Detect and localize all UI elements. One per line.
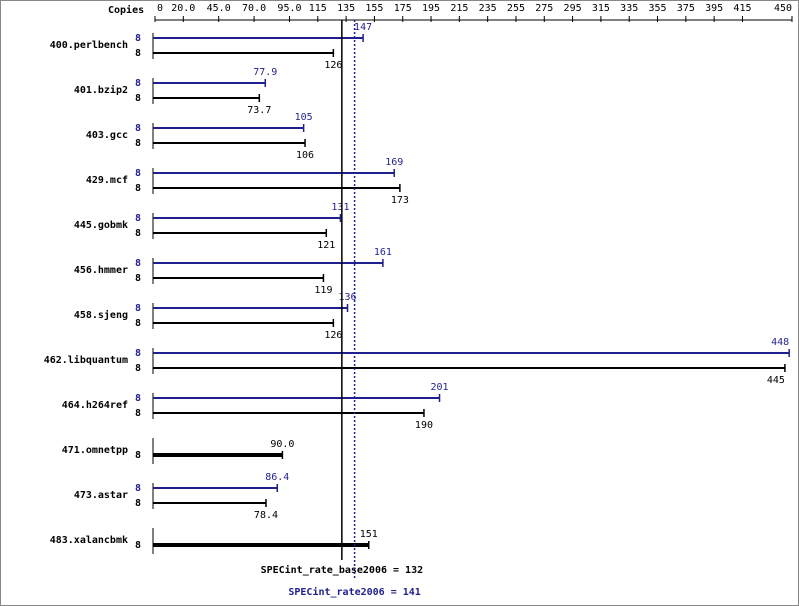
copies-label: 8 <box>135 540 141 551</box>
value-label: 77.9 <box>253 67 277 78</box>
category-label: 473.astar <box>74 490 128 501</box>
value-label: 119 <box>314 285 332 296</box>
value-label: 190 <box>415 420 433 431</box>
copies-label: 8 <box>135 498 141 509</box>
value-label: 136 <box>338 292 356 303</box>
category-label: 403.gcc <box>86 130 128 141</box>
x-tick-label: 45.0 <box>207 3 231 14</box>
x-tick-label: 175 <box>394 3 412 14</box>
reference-label: SPECint_rate_base2006 = 132 <box>261 564 424 576</box>
copies-label: 8 <box>135 303 141 314</box>
value-label: 86.4 <box>265 472 289 483</box>
copies-label: 8 <box>135 168 141 179</box>
x-tick-label: 70.0 <box>242 3 266 14</box>
category-label: 456.hmmer <box>74 265 128 276</box>
category-label: 483.xalancbmk <box>50 535 128 546</box>
copies-label: 8 <box>135 93 141 104</box>
copies-label: 8 <box>135 213 141 224</box>
value-label: 169 <box>385 157 403 168</box>
value-label: 106 <box>296 150 314 161</box>
category-label: 445.gobmk <box>74 220 128 231</box>
x-tick-label: 20.0 <box>171 3 195 14</box>
category-label: 471.omnetpp <box>62 445 128 456</box>
category-label: 464.h264ref <box>62 400 128 411</box>
category-label: 458.sjeng <box>74 309 128 321</box>
x-tick-label: 395 <box>705 3 723 14</box>
x-tick-label: 0 <box>157 3 163 14</box>
x-tick-label: 135 <box>337 3 355 14</box>
x-tick-label: 375 <box>677 3 695 14</box>
value-label: 105 <box>295 112 313 123</box>
value-label: 173 <box>391 195 409 206</box>
copies-label: 8 <box>135 183 141 194</box>
value-label: 78.4 <box>254 510 278 521</box>
copies-label: 8 <box>135 123 141 134</box>
category-label: 462.libquantum <box>44 354 128 366</box>
x-tick-label: 295 <box>564 3 582 14</box>
value-label: 73.7 <box>247 105 271 116</box>
copies-label: 8 <box>135 48 141 59</box>
copies-label: 8 <box>135 318 141 329</box>
copies-label: 8 <box>135 393 141 404</box>
value-label: 201 <box>430 382 448 393</box>
value-label: 126 <box>324 60 342 71</box>
x-tick-label: 355 <box>648 3 666 14</box>
x-tick-label: 115 <box>309 3 327 14</box>
value-label: 131 <box>331 202 349 213</box>
x-tick-label: 315 <box>592 3 610 14</box>
copies-label: 8 <box>135 450 141 461</box>
x-tick-label: 450 <box>774 3 792 14</box>
copies-label: 8 <box>135 228 141 239</box>
value-label: 448 <box>771 337 789 348</box>
value-label: 445 <box>767 375 785 386</box>
category-label: 429.mcf <box>86 175 128 186</box>
x-tick-label: 215 <box>450 3 468 14</box>
copies-label: 8 <box>135 363 141 374</box>
copies-label: 8 <box>135 483 141 494</box>
copies-label: 8 <box>135 78 141 89</box>
value-label: 121 <box>317 240 335 251</box>
value-label: 90.0 <box>270 439 294 450</box>
x-tick-label: 255 <box>507 3 525 14</box>
x-tick-label: 275 <box>535 3 553 14</box>
x-tick-label: 415 <box>733 3 751 14</box>
axis-label: Copies <box>108 4 144 16</box>
category-label: 401.bzip2 <box>74 84 128 96</box>
x-tick-label: 335 <box>620 3 638 14</box>
value-label: 161 <box>374 247 392 258</box>
value-label: 126 <box>324 330 342 341</box>
reference-label: SPECint_rate2006 = 141 <box>288 586 420 598</box>
x-tick-label: 155 <box>365 3 383 14</box>
copies-label: 8 <box>135 348 141 359</box>
copies-label: 8 <box>135 408 141 419</box>
value-label: 151 <box>360 529 378 540</box>
value-label: 147 <box>354 22 372 33</box>
x-tick-label: 95.0 <box>277 3 301 14</box>
category-label: 400.perlbench <box>50 40 128 51</box>
x-tick-label: 195 <box>422 3 440 14</box>
x-tick-label: 235 <box>479 3 497 14</box>
copies-label: 8 <box>135 258 141 269</box>
copies-label: 8 <box>135 33 141 44</box>
copies-label: 8 <box>135 138 141 149</box>
copies-label: 8 <box>135 273 141 284</box>
